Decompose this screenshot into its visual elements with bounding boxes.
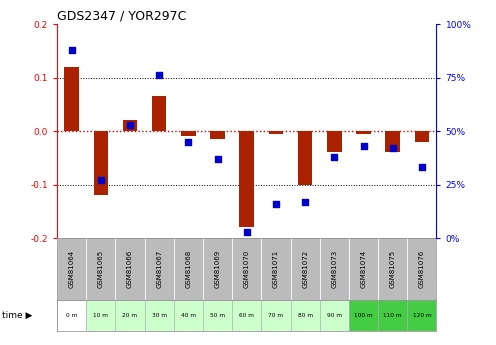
Bar <box>145 300 174 331</box>
Bar <box>415 131 429 142</box>
Text: 100 m: 100 m <box>354 313 373 318</box>
Text: GSM81072: GSM81072 <box>302 250 308 288</box>
Bar <box>203 300 232 331</box>
Bar <box>298 131 312 185</box>
Text: GSM81073: GSM81073 <box>331 250 337 288</box>
Bar <box>174 300 203 331</box>
Bar <box>116 300 145 331</box>
Bar <box>86 300 116 331</box>
Text: GSM81067: GSM81067 <box>156 250 162 288</box>
Bar <box>320 300 349 331</box>
Text: 70 m: 70 m <box>268 313 284 318</box>
Text: GSM81071: GSM81071 <box>273 250 279 288</box>
Bar <box>210 131 225 139</box>
Text: GSM81074: GSM81074 <box>361 250 367 288</box>
Bar <box>407 300 436 331</box>
Bar <box>349 300 378 331</box>
Text: 10 m: 10 m <box>93 313 108 318</box>
Bar <box>261 300 291 331</box>
Point <box>97 178 105 183</box>
Text: GSM81070: GSM81070 <box>244 250 250 288</box>
Bar <box>123 120 137 131</box>
Bar <box>269 131 283 134</box>
Point <box>155 73 163 78</box>
Point <box>126 122 134 127</box>
Text: GSM81069: GSM81069 <box>215 250 221 288</box>
Point <box>67 47 75 52</box>
Point <box>330 154 338 159</box>
Text: GSM81075: GSM81075 <box>390 250 396 288</box>
Text: GSM81066: GSM81066 <box>127 250 133 288</box>
Text: GSM81076: GSM81076 <box>419 250 425 288</box>
Bar <box>327 131 342 152</box>
Point <box>389 146 397 151</box>
Bar <box>385 131 400 152</box>
Text: 120 m: 120 m <box>413 313 431 318</box>
Point <box>272 201 280 207</box>
Point <box>185 139 192 145</box>
Text: GSM81068: GSM81068 <box>186 250 191 288</box>
Text: time ▶: time ▶ <box>2 311 33 320</box>
Point <box>214 156 222 162</box>
Text: 110 m: 110 m <box>383 313 402 318</box>
Bar <box>94 131 108 195</box>
Text: 30 m: 30 m <box>152 313 167 318</box>
Text: 40 m: 40 m <box>181 313 196 318</box>
Bar <box>378 300 407 331</box>
Point <box>360 143 368 149</box>
Text: 80 m: 80 m <box>298 313 312 318</box>
Bar <box>64 67 79 131</box>
Bar <box>181 131 196 136</box>
Text: 0 m: 0 m <box>66 313 77 318</box>
Bar <box>240 131 254 227</box>
Text: 90 m: 90 m <box>327 313 342 318</box>
Text: GDS2347 / YOR297C: GDS2347 / YOR297C <box>57 10 186 23</box>
Text: 20 m: 20 m <box>123 313 137 318</box>
Text: 50 m: 50 m <box>210 313 225 318</box>
Point <box>418 165 426 170</box>
Bar <box>291 300 320 331</box>
Text: 60 m: 60 m <box>239 313 254 318</box>
Point <box>301 199 309 205</box>
Point <box>243 229 250 234</box>
Bar <box>232 300 261 331</box>
Text: GSM81064: GSM81064 <box>68 250 74 288</box>
Bar <box>356 131 371 134</box>
Bar <box>57 300 86 331</box>
Bar <box>152 96 167 131</box>
Text: GSM81065: GSM81065 <box>98 250 104 288</box>
